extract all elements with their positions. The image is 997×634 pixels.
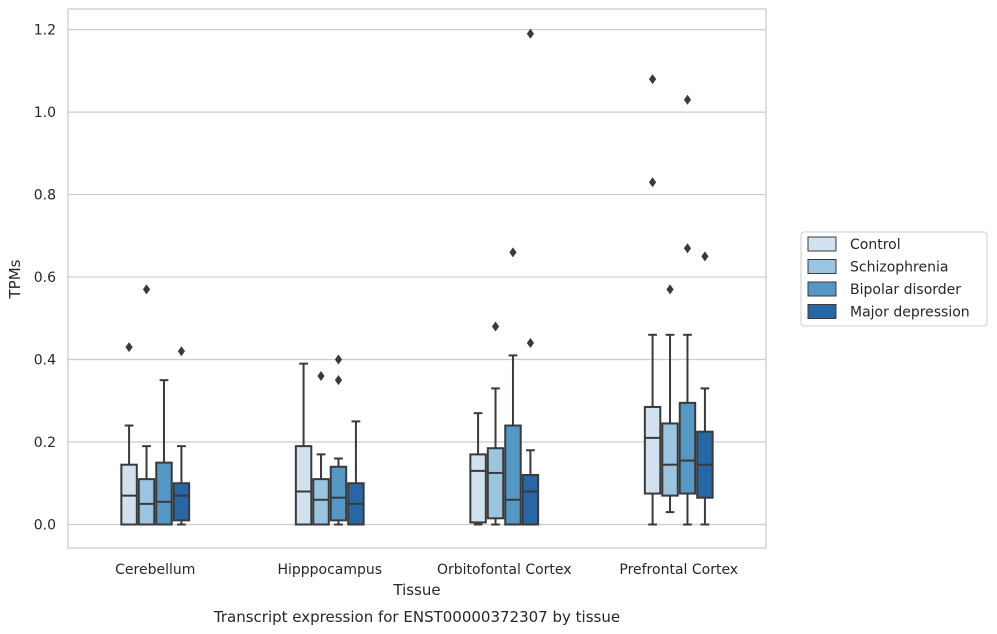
y-tick-label: 0.0 [34,517,56,533]
box-body [678,401,697,495]
box [155,379,173,526]
x-axis-label: Tissue [392,581,440,599]
box [347,420,365,526]
outlier-point [177,346,186,357]
box-body [120,463,138,526]
legend-label: Major depression [850,305,970,321]
y-tick-label: 1.2 [34,23,56,39]
outlier-point [526,28,535,39]
box-body [172,482,191,522]
box-body [312,478,330,526]
x-tick-label: Prefrontal Cortex [619,562,738,578]
box [504,247,522,526]
plot-frame [67,8,767,549]
outlier-point [648,74,657,85]
box [137,284,156,526]
y-tick-label: 0.4 [34,353,56,369]
legend-swatch [807,259,837,274]
legend-swatch [807,236,837,252]
outlier-point [142,284,151,295]
box [329,354,348,526]
box [294,362,313,526]
box-body [661,422,679,497]
x-tick-label: Orbitofontal Cortex [437,562,572,578]
outlier-point [701,251,709,262]
box-body [155,461,173,526]
legend-frame [800,231,988,327]
x-tick-labels: Cerebellum Hipppocampus Orbitofontal Corte… [115,562,738,578]
outlier-point [125,342,133,353]
outlier-point [334,375,343,386]
legend-label: Schizophrenia [850,260,948,276]
y-tick-label: 1.0 [34,105,56,121]
chart-caption: Transcript expression for ENST0000037230… [213,608,620,626]
legend-swatch [807,304,837,319]
outlier-point [683,94,692,105]
box-groups [120,28,714,526]
y-tick-label: 0.2 [34,435,56,451]
box-body [504,424,522,526]
x-tick-label: Cerebellum [115,562,195,578]
gridlines [68,29,766,526]
box-body [294,445,313,526]
box-body [643,405,662,495]
outlier-point [683,243,692,254]
y-tick-label: 0.6 [34,270,56,286]
outlier-point [526,338,535,349]
y-tick-labels: 0.0 0.2 0.4 0.6 0.8 1.0 1.2 [34,23,56,534]
box [120,342,138,526]
box [312,371,330,526]
outlier-point [317,371,325,382]
outlier-point [509,247,517,258]
box [172,346,191,526]
box [696,251,714,526]
box-body [469,453,487,524]
legend-label: Bipolar disorder [850,282,961,298]
box [678,94,697,526]
box-body [329,465,348,522]
outlier-point [491,321,500,332]
box-body [486,447,505,520]
x-tick-label: Hipppocampus [277,562,382,578]
legend-label: Control [850,237,901,253]
box [486,321,505,526]
box-body [137,478,156,526]
box [643,74,662,526]
y-axis-label: TPMs [6,259,24,299]
legend-swatch [807,281,837,297]
box [469,412,487,526]
box-body [521,474,540,526]
outlier-point [648,177,657,188]
y-tick-label: 0.8 [34,188,56,204]
outlier-point [666,284,674,295]
outlier-point [334,354,343,365]
box [661,284,679,514]
legend: Control Schizophrenia Bipolar disorder Majo… [800,231,988,327]
box [521,28,540,526]
